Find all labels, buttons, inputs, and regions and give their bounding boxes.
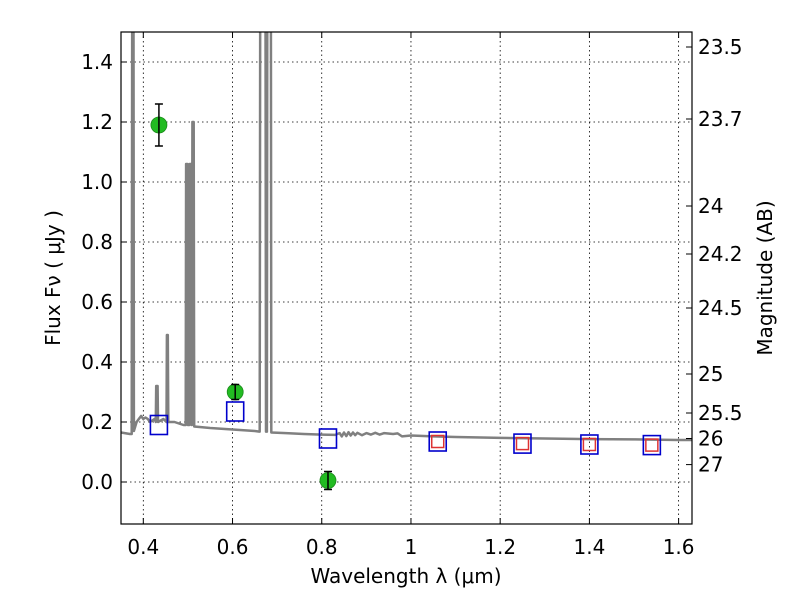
model-point-red [430, 434, 445, 449]
model-point-red [582, 437, 597, 452]
grid [121, 32, 692, 524]
right-tick-label: 23.7 [698, 107, 743, 131]
model-point-blue [428, 431, 448, 452]
model-point-blue [513, 433, 532, 454]
y-tick-label: 1.2 [81, 110, 113, 134]
model-point-blue [580, 434, 599, 455]
x-axis-label: Wavelength λ (μm) [310, 564, 501, 588]
right-tick-label: 24.2 [698, 242, 743, 266]
right-tick-label: 25 [698, 362, 723, 386]
x-tick-label: 1.6 [663, 535, 695, 559]
x-tick-label: 0.4 [127, 535, 159, 559]
right-axis-label: Magnitude (AB) [753, 200, 777, 355]
y-tick-label: 0.2 [81, 410, 113, 434]
x-tick-label: 0.6 [217, 535, 249, 559]
model-point-red [645, 438, 659, 452]
model-point-blue [642, 434, 662, 456]
plot-area [121, 32, 692, 491]
x-tick-label: 1 [405, 535, 418, 559]
spectrum-line [121, 32, 692, 442]
y-axis-label: Flux Fν ( μJy ) [41, 210, 65, 346]
model-point-blue [149, 414, 169, 436]
right-tick-label: 23.5 [698, 35, 743, 59]
model-point-red [515, 436, 530, 451]
y-tick-label: 0.6 [81, 290, 113, 314]
x-tick-label: 0.8 [306, 535, 338, 559]
model-point-blue [318, 428, 338, 449]
clipped-plot [121, 32, 692, 491]
axis-ticks: 0.4 0.6 0.8 1 1.2 1.4 1.6 0.0 0.2 0.4 0.6 0.8 1.0 1.2… [81, 32, 743, 559]
x-tick-label: 1.4 [573, 535, 605, 559]
x-tick-label: 1.2 [484, 535, 516, 559]
right-tick-label: 24 [698, 194, 723, 218]
y-tick-label: 1.4 [81, 50, 113, 74]
model-point-blue [225, 401, 245, 422]
plot-frame [120, 31, 693, 525]
y-tick-label: 1.0 [81, 170, 113, 194]
y-tick-label: 0.4 [81, 350, 113, 374]
right-tick-label: 24.5 [698, 296, 743, 320]
y-tick-label: 0.8 [81, 230, 113, 254]
right-tick-label: 26 [698, 427, 723, 451]
y-tick-label: 0.0 [81, 470, 113, 494]
right-tick-label: 25.5 [698, 401, 743, 425]
right-tick-label: 27 [698, 453, 723, 477]
